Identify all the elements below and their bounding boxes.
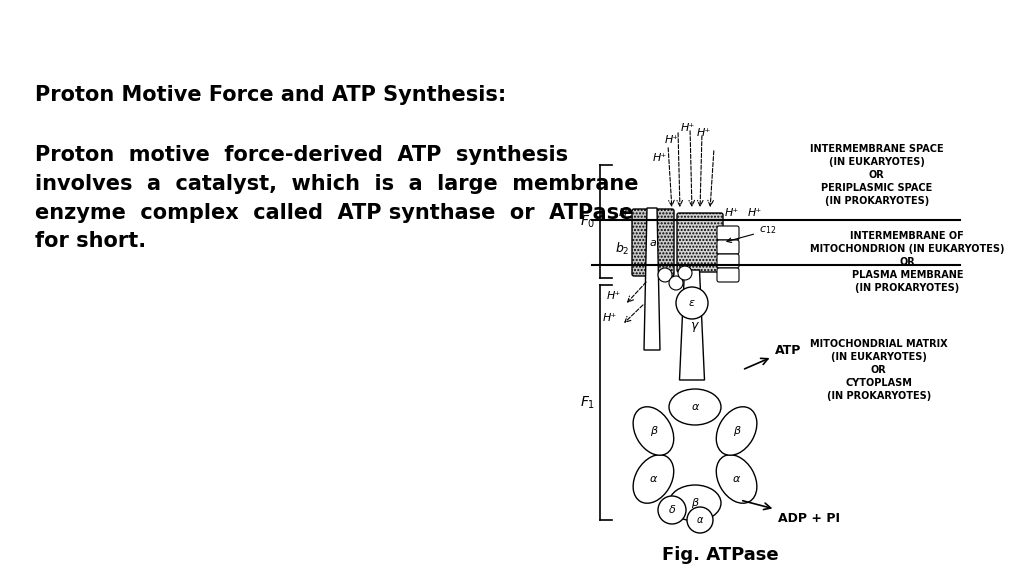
- Ellipse shape: [716, 407, 757, 455]
- FancyBboxPatch shape: [632, 209, 674, 276]
- Text: β: β: [691, 498, 698, 508]
- Ellipse shape: [669, 485, 721, 521]
- Ellipse shape: [716, 454, 757, 503]
- Text: H⁺: H⁺: [607, 291, 622, 301]
- Text: γ: γ: [690, 319, 697, 332]
- Ellipse shape: [633, 407, 674, 455]
- Text: $b_2$: $b_2$: [615, 241, 630, 257]
- Text: ε: ε: [689, 298, 695, 308]
- Text: a: a: [649, 237, 656, 248]
- Text: Proton Motive Force and ATP Synthesis:: Proton Motive Force and ATP Synthesis:: [35, 85, 506, 105]
- Text: α: α: [733, 474, 740, 484]
- Text: H⁺: H⁺: [603, 313, 617, 323]
- Text: $F_1$: $F_1$: [580, 395, 595, 411]
- Text: $F_0$: $F_0$: [580, 213, 595, 230]
- Circle shape: [669, 276, 683, 290]
- FancyBboxPatch shape: [677, 213, 723, 272]
- Text: H⁺: H⁺: [618, 208, 633, 218]
- FancyBboxPatch shape: [717, 254, 739, 268]
- Text: ATP: ATP: [744, 343, 802, 369]
- Circle shape: [678, 266, 692, 280]
- Text: MITOCHONDRIAL MATRIX
(IN EUKARYOTES)
OR
CYTOPLASM
(IN PROKARYOTES): MITOCHONDRIAL MATRIX (IN EUKARYOTES) OR …: [810, 339, 947, 401]
- FancyBboxPatch shape: [717, 240, 739, 254]
- Circle shape: [658, 268, 672, 282]
- Text: INTERMEMBRANE SPACE
(IN EUKARYOTES)
OR
PERIPLASMIC SPACE
(IN PROKARYOTES): INTERMEMBRANE SPACE (IN EUKARYOTES) OR P…: [810, 143, 944, 206]
- Polygon shape: [644, 208, 660, 350]
- Circle shape: [658, 496, 686, 524]
- Text: INTERMEMBRANE OF
MITOCHONDRION (IN EUKARYOTES)
OR
PLASMA MEMBRANE
(IN PROKARYOTE: INTERMEMBRANE OF MITOCHONDRION (IN EUKAR…: [810, 230, 1005, 293]
- Text: δ: δ: [669, 505, 676, 515]
- Text: β: β: [650, 426, 657, 436]
- Text: H⁺: H⁺: [653, 153, 667, 163]
- Ellipse shape: [669, 389, 721, 425]
- Polygon shape: [680, 270, 705, 380]
- Text: H⁺: H⁺: [665, 135, 679, 145]
- Text: H⁺: H⁺: [748, 208, 762, 218]
- Ellipse shape: [633, 454, 674, 503]
- Text: $c_{12}$: $c_{12}$: [727, 225, 776, 242]
- Text: α: α: [696, 515, 703, 525]
- Text: α: α: [691, 402, 698, 412]
- FancyBboxPatch shape: [717, 226, 739, 240]
- Text: Fig. ATPase: Fig. ATPase: [662, 546, 778, 564]
- Text: ADP + PI: ADP + PI: [742, 501, 840, 525]
- Text: H⁺: H⁺: [697, 128, 711, 138]
- Text: H⁺: H⁺: [681, 123, 695, 133]
- Text: α: α: [650, 474, 657, 484]
- FancyBboxPatch shape: [717, 268, 739, 282]
- Circle shape: [676, 287, 708, 319]
- Text: Proton  motive  force-derived  ATP  synthesis
involves  a  catalyst,  which  is : Proton motive force-derived ATP synthesi…: [35, 145, 639, 251]
- Text: H⁺: H⁺: [725, 208, 739, 218]
- Circle shape: [687, 507, 713, 533]
- Text: β: β: [733, 426, 740, 436]
